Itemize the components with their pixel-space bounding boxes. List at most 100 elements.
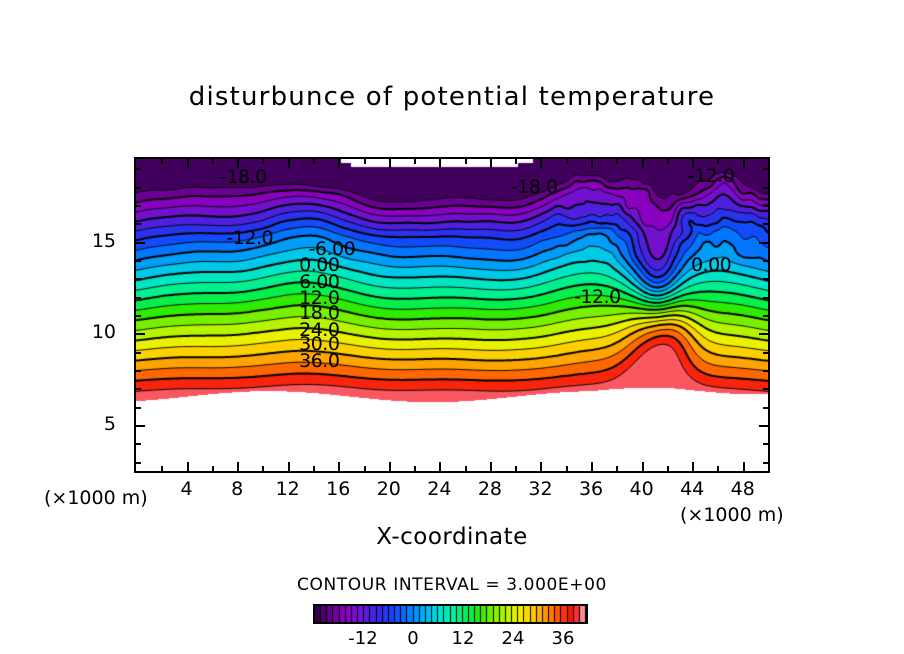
contour-label: -12.0: [687, 164, 735, 187]
x-axis-tick-top: [565, 159, 568, 164]
x-axis-tick-label: 32: [528, 478, 553, 500]
y-axis-tick: [136, 425, 145, 428]
x-axis-tick-label: 16: [326, 478, 351, 500]
x-axis-tick: [768, 466, 770, 471]
x-axis-tick-label: 48: [730, 478, 755, 500]
y-axis-tick: [136, 186, 141, 189]
x-axis-tick: [717, 466, 720, 471]
y-axis-tick: [136, 204, 141, 207]
colorbar-tick-label: 24: [501, 628, 525, 649]
y-axis-tick-right: [763, 388, 768, 391]
x-axis-tick: [464, 466, 467, 471]
y-axis-tick: [136, 259, 141, 262]
x-axis-tick-top: [666, 159, 669, 164]
x-axis-tick: [186, 462, 189, 471]
x-axis-tick-label: 28: [477, 478, 502, 500]
x-axis-tick: [439, 462, 442, 471]
x-axis-tick-top: [464, 159, 467, 164]
x-axis-tick: [565, 466, 568, 471]
contour-label: -18.0: [510, 175, 558, 198]
y-axis-tick: [136, 406, 141, 409]
contour-label: 30.0: [299, 333, 340, 356]
y-axis-tick-right: [763, 443, 768, 446]
y-axis-tick: [136, 443, 141, 446]
x-axis-tick-top: [692, 159, 695, 168]
contour-label: -12.0: [574, 285, 621, 308]
y-axis-tick: [136, 223, 141, 226]
colorbar: [313, 604, 588, 624]
y-axis-tick: [136, 168, 141, 171]
x-axis-tick: [161, 466, 164, 471]
x-axis-tick: [616, 466, 619, 471]
colorbar-tick-label: 0: [407, 628, 419, 649]
y-axis-tick-right: [763, 204, 768, 207]
x-axis-tick: [641, 462, 644, 471]
y-axis-tick-right: [763, 461, 768, 464]
x-axis-tick-top: [540, 159, 543, 168]
x-axis-tick: [591, 462, 594, 471]
colorbar-caption: CONTOUR INTERVAL = 3.000E+00: [297, 575, 607, 595]
y-axis-tick: [136, 278, 141, 281]
contour-label: -6.00: [308, 237, 356, 260]
x-axis-tick-top: [515, 159, 518, 164]
y-axis-tick: [136, 333, 145, 336]
y-axis-tick-right: [763, 168, 768, 171]
contour-label: 24.0: [299, 318, 340, 341]
y-axis-tick-right: [763, 315, 768, 317]
x-axis-tick-top: [591, 159, 594, 168]
y-axis-tick-label: 15: [91, 229, 116, 252]
y-axis-tick-label: 5: [103, 413, 116, 436]
x-axis-tick-label: 40: [629, 478, 654, 500]
x-axis-tick-label: 24: [427, 478, 452, 500]
contour-label: -18.0: [220, 166, 267, 189]
y-axis-tick: [136, 370, 141, 373]
x-axis-tick-top: [338, 159, 341, 168]
y-axis-tick-right: [759, 333, 768, 336]
x-axis-tick-top: [312, 159, 315, 164]
y-axis-tick-label: 10: [91, 321, 116, 344]
y-axis-tick: [136, 461, 141, 464]
x-axis-tick-label: 44: [680, 478, 705, 500]
x-axis-tick: [489, 462, 492, 471]
x-axis-tick-top: [616, 159, 619, 164]
page-title: disturbunce of potential temperature: [188, 82, 716, 112]
colorbar-tick-label: -12: [348, 628, 378, 649]
y-axis-tick-right: [763, 406, 768, 409]
contour-label: 12.0: [299, 287, 340, 310]
contour-label: 0.00: [299, 254, 340, 277]
x-axis-tick: [338, 462, 341, 471]
x-axis-tick-label: 8: [231, 478, 244, 500]
x-axis-tick-top: [439, 159, 442, 168]
x-axis-tick: [211, 466, 214, 471]
y-axis-tick: [136, 315, 141, 317]
x-axis-unit-right: (×1000 m): [680, 504, 784, 526]
x-axis-tick: [262, 466, 265, 471]
y-axis-tick-right: [759, 425, 768, 428]
x-axis-tick: [515, 466, 518, 471]
x-axis-tick-label: 4: [180, 478, 193, 500]
y-axis-tick-right: [763, 351, 768, 354]
x-axis-tick: [692, 462, 695, 471]
x-axis-tick-top: [489, 159, 492, 168]
y-axis-tick: [136, 351, 141, 354]
colorbar-tick-label: 12: [451, 628, 475, 649]
x-axis-tick: [287, 462, 290, 471]
y-axis-tick-right: [763, 259, 768, 262]
y-axis-tick: [136, 296, 141, 299]
x-axis-tick-top: [717, 159, 720, 164]
x-axis-tick: [388, 462, 391, 471]
x-axis-tick: [414, 466, 417, 471]
x-axis-tick-label: 36: [578, 478, 604, 500]
x-axis-tick-top: [388, 159, 391, 168]
y-axis-tick-right: [763, 370, 768, 373]
y-axis-tick-right: [759, 241, 768, 244]
x-axis-tick-top: [414, 159, 417, 164]
x-axis-tick: [312, 466, 315, 471]
x-axis-tick-label: 12: [275, 478, 300, 500]
contour-field-canvas: [136, 159, 768, 471]
contour-label: 6.00: [299, 270, 340, 293]
y-axis-tick: [136, 241, 145, 244]
x-axis-tick-top: [237, 159, 240, 168]
x-axis-tick: [742, 462, 745, 471]
